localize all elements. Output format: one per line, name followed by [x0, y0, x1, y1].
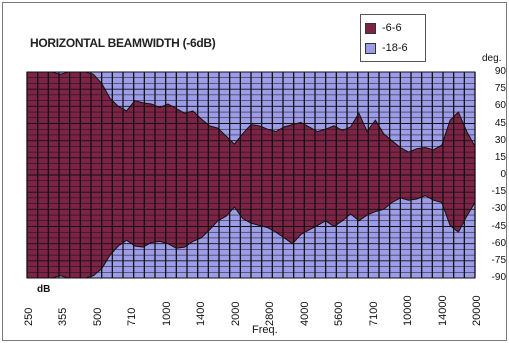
x-tick-label: 1400: [193, 282, 207, 328]
x-tick-label: 10000: [400, 282, 414, 328]
x-tick-label: 7100: [366, 282, 380, 328]
x-tick-text: 10000: [402, 295, 415, 326]
y-tick-label: -15: [491, 186, 506, 198]
legend-swatch-series-1: [365, 22, 376, 34]
x-tick-text: 500: [91, 307, 104, 326]
x-tick-text: 250: [23, 307, 35, 326]
x-tick-label: 20000: [469, 282, 483, 328]
plot-border: [26, 71, 476, 279]
x-tick-text: 1000: [160, 301, 173, 326]
x-tick-text: 20000: [471, 295, 483, 326]
x-tick-text: 7100: [367, 301, 380, 326]
x-tick-label: 14000: [435, 282, 449, 328]
x-axis-unit-label: dB: [37, 284, 51, 295]
y-tick-label: -75: [491, 254, 506, 266]
y-tick-label: -45: [491, 220, 506, 232]
y-tick-label: 30: [494, 134, 506, 146]
chart-title: HORIZONTAL BEAMWIDTH (-6dB): [30, 36, 216, 50]
y-axis-unit-label: deg.: [482, 53, 502, 64]
x-tick-label: 2800: [262, 282, 276, 328]
x-tick-text: 355: [57, 307, 70, 326]
y-tick-label: 75: [494, 83, 506, 95]
x-tick-label: 5600: [331, 282, 345, 328]
y-tick-label: 0: [500, 169, 506, 180]
x-tick-text: 2800: [264, 301, 277, 326]
x-tick-text: 4000: [298, 301, 311, 326]
y-tick-label: -90: [491, 272, 506, 283]
y-tick-label: -30: [491, 203, 506, 215]
x-tick-label: 710: [124, 282, 138, 328]
y-tick-label: 15: [494, 151, 506, 163]
y-tick-label: 45: [494, 117, 506, 129]
legend-label-series-2: -18-6: [382, 42, 408, 54]
x-tick-label: 500: [90, 282, 104, 328]
x-tick-label: 2000: [228, 282, 242, 328]
x-tick-label: 4000: [297, 282, 311, 328]
legend-label-series-1: -6-6: [382, 22, 402, 34]
x-tick-text: 14000: [436, 295, 449, 326]
x-tick-text: 710: [126, 307, 139, 326]
x-tick-label: 355: [55, 282, 69, 328]
x-tick-text: 5600: [333, 301, 346, 326]
y-tick-label: 60: [494, 100, 506, 112]
x-tick-text: 2000: [229, 301, 242, 326]
x-tick-label: 250: [21, 282, 35, 328]
y-tick-label: 90: [494, 66, 506, 77]
y-tick-label: -60: [491, 237, 506, 249]
x-axis-label: Freq.: [252, 324, 278, 336]
legend-item-series-1: -6-6: [365, 21, 402, 35]
x-tick-text: 1400: [195, 301, 208, 326]
x-tick-label: 1000: [159, 282, 173, 328]
legend-item-series-2: -18-6: [365, 41, 408, 55]
legend-swatch-series-2: [365, 42, 376, 54]
chart-legend: -6-6 -18-6: [360, 14, 426, 62]
